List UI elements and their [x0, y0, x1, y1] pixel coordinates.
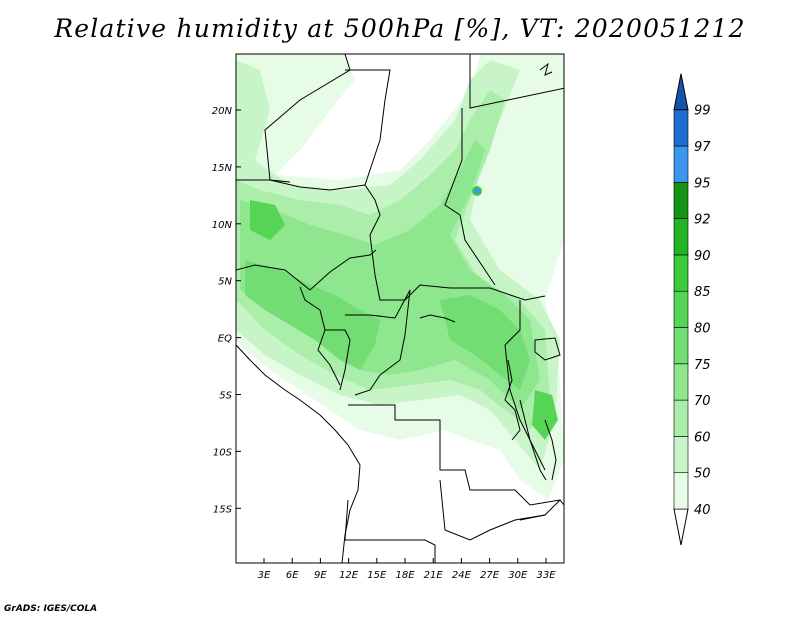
colorbar-bin — [673, 436, 689, 473]
border-zambia — [439, 479, 546, 541]
colorbar-bin-above — [673, 73, 689, 111]
coast-gulf — [299, 286, 341, 386]
lon-tick-label: 3E — [258, 570, 271, 581]
lake-malawi — [544, 419, 557, 481]
lat-tick-label: EQ — [218, 334, 232, 345]
chart-title: Relative humidity at 500hPa [%], VT: 202… — [54, 14, 746, 43]
colorbar-label: 97 — [694, 140, 711, 155]
humidity-field — [236, 54, 564, 500]
colorbar-label: 50 — [694, 467, 711, 482]
lon-tick-label: 12E — [339, 570, 359, 581]
lat-tick-label: 10N — [212, 220, 233, 231]
colorbar-bin — [673, 182, 689, 219]
lon-tick-label: 21E — [424, 570, 444, 581]
lat-tick-label: 10S — [213, 447, 233, 458]
colorbar-bin — [673, 109, 689, 147]
border-car — [374, 274, 546, 301]
lon-tick-label: 24E — [452, 570, 472, 581]
lake-tanganyika — [519, 399, 547, 481]
lon-tick-label: 9E — [314, 570, 327, 581]
longitude-axis: 3E 6E 9E 12E 15E 18E 21E 24E 27E 30E 33E — [258, 558, 556, 581]
colorbar-bin — [673, 363, 689, 401]
lon-tick-label: 15E — [367, 570, 387, 581]
colorbar-label: 60 — [694, 430, 711, 445]
lon-tick-label: 33E — [536, 570, 556, 581]
humidity-contour-85b — [532, 390, 558, 440]
colorbar-label: 70 — [694, 394, 711, 409]
border-mozambique — [519, 499, 564, 521]
lake-east — [504, 359, 521, 441]
colorbar-label: 85 — [694, 285, 711, 300]
border-angola-south — [344, 499, 436, 563]
lat-tick-label: 20N — [212, 106, 233, 117]
map-frame — [235, 53, 565, 564]
colorbar-label: 40 — [694, 503, 711, 518]
colorbar-bin — [673, 399, 689, 437]
colorbar-label: 95 — [694, 176, 711, 191]
lat-tick-label: 15N — [212, 163, 233, 174]
coast-east-sudan — [539, 62, 553, 76]
latitude-axis: 20N 15N 10N 5N EQ 5S 10S 15S — [212, 106, 241, 515]
colorbar-label: 92 — [694, 213, 711, 228]
lat-tick-label: 5S — [219, 391, 232, 402]
border-angola — [348, 404, 561, 506]
colorbar-bin — [673, 290, 689, 328]
humidity-contour-80 — [245, 260, 380, 370]
river-congo — [419, 314, 456, 323]
colorbar-bin — [673, 327, 689, 365]
colorbar-label: 80 — [694, 322, 711, 337]
humidity-peak-core — [474, 188, 480, 194]
colorbar: 40 50 60 70 75 80 85 90 92 95 97 99 — [673, 73, 711, 546]
border-west — [236, 249, 377, 291]
border-nigeria — [236, 179, 366, 191]
border-congo — [345, 289, 411, 396]
colorbar-bin — [673, 145, 689, 183]
lon-tick-label: 27E — [480, 570, 500, 581]
colorbar-bin — [673, 254, 689, 292]
colorbar-label: 99 — [694, 104, 711, 119]
lat-tick-label: 5N — [218, 277, 232, 288]
lat-tick-label: 15S — [213, 504, 233, 515]
colorbar-label: 75 — [694, 358, 711, 373]
colorbar-bin — [673, 472, 689, 510]
border-sudan — [469, 54, 564, 109]
grads-credit: GrADS: IGES/COLA — [4, 604, 98, 614]
border-gabon — [325, 329, 351, 391]
humidity-contour-85 — [250, 200, 285, 240]
country-borders — [236, 54, 564, 563]
map-panel — [235, 53, 565, 564]
colorbar-bin — [673, 218, 689, 256]
lake-victoria — [534, 337, 561, 361]
coastline — [236, 344, 361, 563]
colorbar-bin-below — [673, 508, 689, 546]
lon-tick-label: 6E — [286, 570, 299, 581]
lon-tick-label: 18E — [395, 570, 415, 581]
colorbar-label: 90 — [694, 249, 711, 264]
border-chad-east — [444, 108, 496, 286]
lon-tick-label: 30E — [508, 570, 528, 581]
